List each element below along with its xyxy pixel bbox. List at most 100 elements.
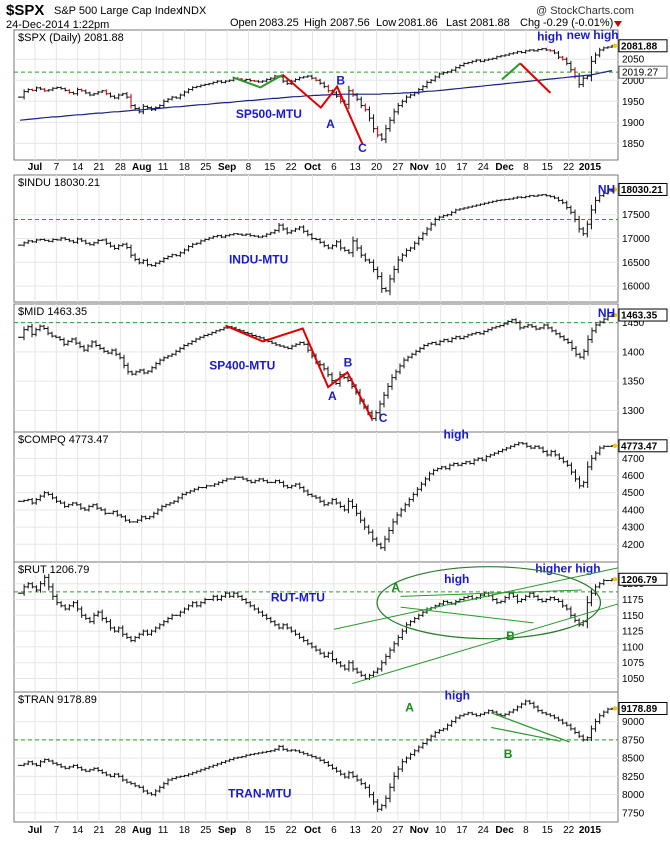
wedge-trendline — [490, 712, 570, 743]
price-bar — [182, 248, 187, 255]
price-bar — [403, 502, 408, 513]
header-ticker: $SPX — [6, 2, 44, 19]
price-bar — [468, 460, 473, 465]
price-bar — [528, 445, 533, 450]
price-bar — [457, 208, 462, 211]
last-price-marker — [612, 706, 618, 711]
price-bar — [46, 89, 51, 92]
price-bar — [55, 762, 59, 766]
price-bar — [383, 795, 388, 809]
price-bar — [59, 236, 64, 242]
price-bar — [83, 768, 88, 773]
price-bar — [346, 497, 351, 514]
price-bar — [112, 95, 117, 100]
price-bar — [586, 335, 590, 356]
y-tick-label: 1350 — [622, 377, 645, 388]
price-bar — [447, 463, 452, 471]
price-bar — [392, 641, 397, 653]
price-bar — [589, 204, 594, 230]
price-bar — [427, 471, 432, 482]
price-bar — [552, 596, 557, 601]
price-bar — [71, 239, 76, 244]
price-bar — [322, 499, 327, 507]
price-bar — [129, 244, 133, 259]
price-bar — [430, 341, 434, 345]
price-bar — [562, 335, 566, 342]
price-bar — [112, 772, 117, 778]
bottom-x-tick-label: 22 — [286, 825, 298, 836]
price-bar — [102, 346, 106, 353]
price-bar — [223, 234, 228, 239]
price-bar — [145, 789, 150, 795]
price-bar — [482, 330, 486, 336]
price-bar — [50, 759, 55, 765]
price-bar — [42, 324, 46, 330]
price-bar — [166, 616, 170, 624]
price-bar — [227, 233, 232, 237]
price-bar — [22, 499, 27, 503]
price-bar — [38, 86, 43, 91]
price-bar — [585, 220, 590, 238]
price-bar — [314, 645, 318, 652]
last-value-label: 1463.35 — [621, 311, 658, 322]
price-bar — [601, 445, 606, 450]
price-bar — [593, 52, 598, 64]
price-bar — [450, 336, 454, 343]
price-bar — [75, 237, 80, 244]
price-bar — [245, 477, 250, 482]
price-bar — [82, 507, 87, 512]
price-bar — [407, 497, 412, 507]
price-bar — [455, 462, 460, 467]
top-x-tick-label: 8 — [523, 162, 529, 173]
price-bar — [252, 234, 257, 237]
price-bar — [478, 713, 483, 717]
price-bar — [359, 245, 364, 259]
price-bar — [190, 340, 194, 346]
price-bar — [214, 329, 218, 334]
price-bar — [322, 759, 327, 764]
price-bar — [510, 318, 514, 323]
price-bar — [114, 348, 118, 357]
bottom-x-tick-label: Oct — [304, 825, 321, 836]
price-bar — [211, 235, 216, 240]
price-bar — [86, 504, 91, 512]
price-bar — [42, 491, 47, 498]
y-tick-label: 16000 — [622, 282, 650, 293]
price-bar — [412, 616, 417, 624]
last-value-box — [618, 308, 668, 322]
price-bar — [75, 600, 80, 612]
price-bar — [92, 241, 96, 246]
price-bar — [260, 235, 265, 238]
price-bar — [532, 445, 537, 450]
y-tick-label: 1150 — [622, 611, 644, 622]
price-bar — [55, 238, 59, 241]
price-bar — [379, 272, 384, 293]
price-bar — [96, 239, 101, 245]
price-bar — [256, 235, 261, 238]
moving-average-line — [19, 70, 613, 121]
price-bar — [457, 714, 462, 720]
price-bar — [605, 707, 610, 714]
price-bar — [281, 223, 286, 231]
bottom-x-tick-label: 11 — [158, 825, 169, 836]
y-tick-label: 4400 — [622, 505, 645, 516]
x-axis: Jul 7 14 21 28 Aug 11 18 25 Sep 8 15 22 Oct 6 13 20 27 Nov… — [28, 162, 602, 836]
price-bar — [194, 85, 199, 89]
price-bar — [466, 206, 471, 209]
price-bar — [554, 329, 558, 336]
price-bar — [537, 445, 542, 450]
price-bar — [244, 597, 249, 605]
price-bar — [429, 734, 434, 742]
price-bar — [232, 476, 237, 481]
bottom-x-tick-label: 6 — [331, 825, 337, 836]
price-bar — [326, 84, 331, 93]
price-bar — [322, 81, 327, 89]
price-bar — [42, 758, 47, 764]
last-price-marker — [612, 577, 618, 582]
price-bar — [362, 517, 367, 530]
price-bar — [568, 723, 573, 731]
price-bar — [548, 194, 553, 198]
price-bar — [268, 77, 273, 81]
price-bar — [322, 651, 327, 658]
price-bar — [198, 336, 202, 341]
